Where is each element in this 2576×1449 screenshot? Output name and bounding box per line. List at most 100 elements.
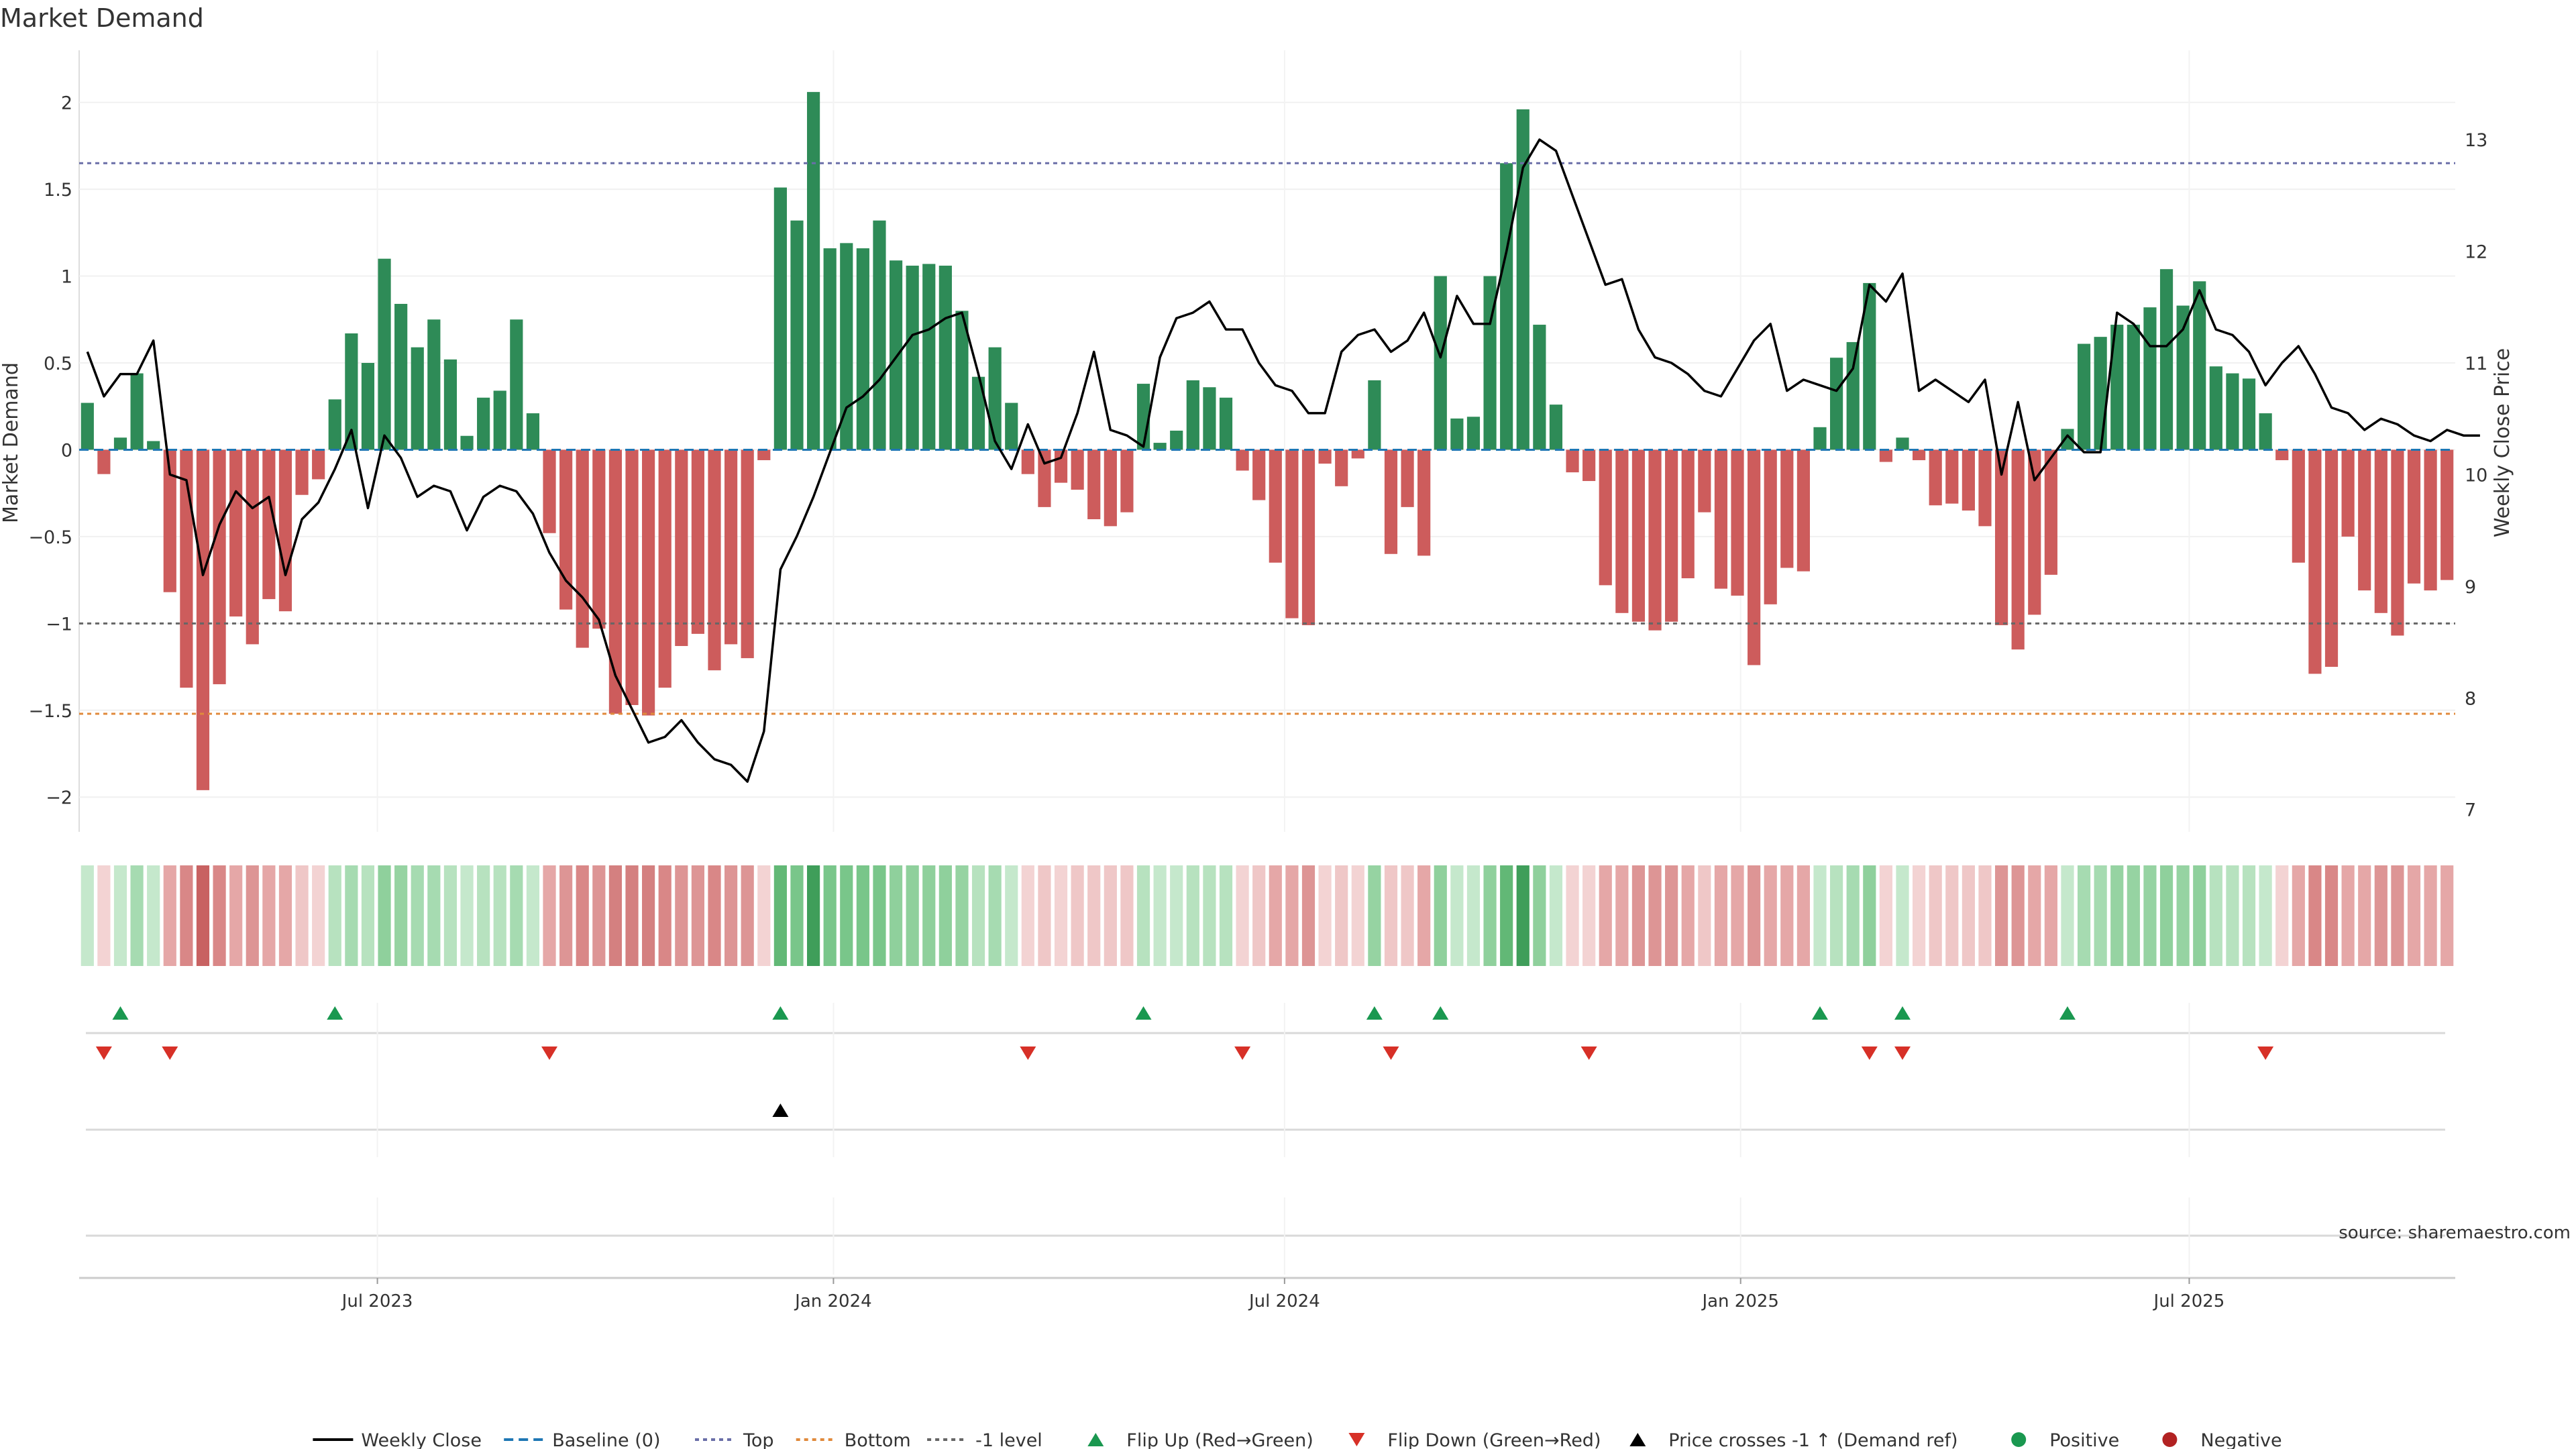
demand-bar [1796,449,1811,572]
demand-bar [592,449,606,629]
strip-cell [2324,865,2339,966]
flip-up-marker [1894,1006,1911,1020]
strip-cell [1021,865,1034,966]
demand-bar [1830,358,1843,450]
demand-bar [1252,449,1266,500]
demand-bar [2407,449,2421,584]
demand-bar [526,413,540,450]
demand-bar [608,449,623,714]
flip-up-marker [1366,1006,1383,1020]
strip-cell [1005,865,1018,966]
strip-cell [1401,865,1414,966]
strip-cell [1335,865,1348,966]
demand-bar [1533,325,1546,450]
x-tick-label: Jul 2023 [341,1291,413,1311]
strip-cell [1896,865,1909,966]
strip-cell [2061,865,2074,966]
strip-cell [1549,865,1563,966]
strip-cell [378,865,391,966]
demand-bar [1780,449,1794,568]
strip-cell [345,865,358,966]
demand-bar [2077,343,2091,450]
demand-bar [1483,276,1497,450]
legend-label: Flip Up (Red→Green) [1126,1430,1313,1449]
demand-bar [1748,449,1761,665]
demand-bar [180,449,193,688]
strip-cell [2275,865,2289,966]
demand-bar [1038,449,1051,507]
demand-bar [312,449,325,480]
y-tick-label: 0 [61,440,72,461]
x-tick-label: Jul 2025 [2153,1291,2225,1311]
demand-bar [1631,449,1646,622]
demand-bar [1285,449,1299,619]
x-tick-label: Jan 2024 [794,1291,872,1311]
demand-bar [1764,449,1777,604]
y-axis-left-ticks: 2 1.5 1 0.5 0 −0.5 −1 −1.5 −2 [28,93,72,809]
strip-cell [361,865,375,966]
y2-tick-label: 11 [2465,354,2487,374]
strip-cell [1153,865,1167,966]
strip-cell [757,865,771,966]
demand-bar [1401,449,1414,507]
demand-bar [411,347,424,450]
strip-cell [1236,865,1249,966]
flip-up-marker [772,1006,789,1020]
demand-bar [328,399,341,450]
demand-bar [2028,449,2041,615]
legend-swatch [2011,1432,2027,1447]
demand-bar [675,449,688,646]
demand-bar [757,449,771,460]
strip-cell [1170,865,1183,966]
reference-lines [79,162,2455,715]
strip-cell [608,865,623,966]
demand-bar [642,449,655,716]
weekly-close-line-path [86,138,2480,783]
y2-tick-label: 13 [2465,130,2487,151]
strip-cell [2308,865,2322,966]
demand-bar [1516,109,1529,450]
flip-down-marker [1234,1046,1251,1060]
strip-cell [1748,865,1761,966]
demand-bar [1879,449,1892,462]
flip-up-marker [112,1006,129,1020]
strip-cell [1450,865,1464,966]
demand-bar [625,449,639,706]
strip-cell [1054,865,1068,966]
flip-down-marker [541,1046,558,1060]
strip-cell [1582,865,1596,966]
demand-bar [1698,449,1711,513]
demand-bar [1962,449,1975,511]
y-tick-label: 2 [61,93,72,114]
demand-bar [576,449,589,648]
demand-bar [1071,449,1084,490]
strip-cell [873,865,886,966]
demand-bar [1351,449,1364,459]
demand-bar [1582,449,1596,482]
demand-bar [1087,449,1101,519]
demand-bar [1466,417,1481,450]
demand-bar [213,449,226,684]
demand-bar [1170,430,1183,450]
strip-cell [1219,865,1233,966]
price-cross-marker [772,1104,789,1117]
strip-cell [1252,865,1266,966]
strip-cell [856,865,869,966]
demand-bar [2044,449,2057,575]
demand-bar [1450,418,1464,450]
strip-cell [328,865,341,966]
strip-cell [1879,865,1892,966]
demand-bar [889,260,903,450]
strip-cell [2193,865,2206,966]
strip-cell [1796,865,1811,966]
strip-cell [922,865,936,966]
strip-cell [1665,865,1678,966]
demand-bar [806,92,820,450]
demand-bar [1120,449,1134,513]
demand-bars [80,92,2454,790]
strip-cell [642,865,655,966]
demand-bar [443,359,458,450]
strip-cell [1269,865,1282,966]
strip-cell [1764,865,1777,966]
demand-bar [97,449,111,474]
